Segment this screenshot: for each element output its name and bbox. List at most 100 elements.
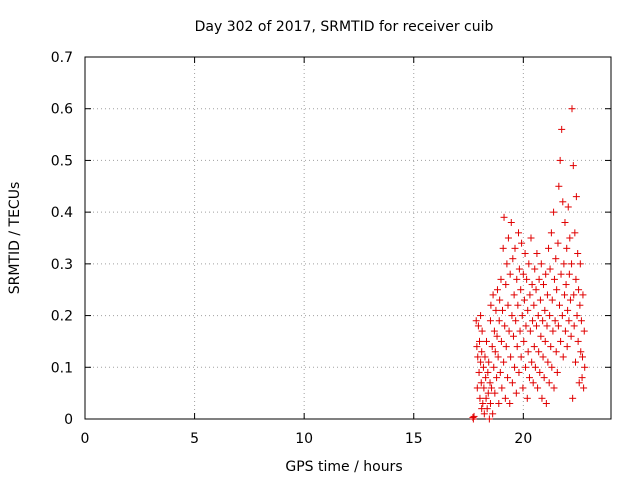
x-tick-label: 10 [295, 431, 313, 447]
data-point [520, 337, 528, 345]
data-point [553, 286, 561, 294]
data-point [472, 317, 480, 325]
data-point [479, 399, 487, 407]
data-point [576, 301, 584, 309]
data-point [572, 275, 580, 283]
data-point [579, 291, 587, 299]
data-point [534, 384, 542, 392]
data-point [497, 337, 505, 345]
data-point [490, 327, 498, 335]
chart-title: Day 302 of 2017, SRMTID for receiver cui… [195, 19, 494, 35]
data-point [528, 358, 536, 366]
data-point [566, 296, 574, 304]
data-point [515, 368, 523, 376]
data-point [484, 368, 492, 376]
data-point [550, 208, 558, 216]
data-point [532, 322, 540, 330]
data-point [507, 218, 515, 226]
data-point [486, 317, 494, 325]
data-point [531, 363, 539, 371]
data-point [546, 265, 554, 273]
data-point [581, 363, 589, 371]
data-point [539, 281, 547, 289]
data-point [515, 265, 523, 273]
data-point [556, 156, 564, 164]
data-point [569, 394, 577, 402]
data-point [509, 255, 517, 263]
data-point [557, 270, 565, 278]
data-point [547, 343, 555, 351]
data-point [511, 363, 519, 371]
data-point [541, 337, 549, 345]
data-point [475, 368, 483, 376]
data-point [515, 229, 523, 237]
data-point [525, 260, 533, 268]
data-point [539, 317, 547, 325]
data-point [492, 306, 500, 314]
data-point [536, 296, 544, 304]
data-point [476, 394, 484, 402]
data-point [508, 379, 516, 387]
data-point [559, 353, 567, 361]
data-point [542, 399, 550, 407]
data-point [500, 358, 508, 366]
data-point [535, 275, 543, 283]
data-point [563, 343, 571, 351]
data-point [503, 260, 511, 268]
data-point [537, 260, 545, 268]
data-point [507, 353, 515, 361]
data-point [489, 410, 497, 418]
data-point [571, 358, 579, 366]
data-point [504, 234, 512, 242]
data-point [493, 374, 501, 382]
data-point [543, 322, 551, 330]
data-point [488, 343, 496, 351]
data-point [522, 322, 530, 330]
data-point [528, 281, 536, 289]
data-point [526, 327, 534, 335]
data-point [548, 296, 556, 304]
data-point [534, 312, 542, 320]
data-point [576, 260, 584, 268]
data-point [513, 275, 521, 283]
plot-frame [84, 56, 612, 420]
data-point [565, 317, 573, 325]
data-point [512, 389, 520, 397]
data-point [575, 379, 583, 387]
data-point [530, 343, 538, 351]
data-point [552, 255, 560, 263]
data-point [557, 337, 565, 345]
data-point [496, 368, 504, 376]
data-point [486, 379, 494, 387]
data-point [519, 384, 527, 392]
data-point [523, 394, 531, 402]
data-point [561, 218, 569, 226]
data-point [548, 363, 556, 371]
data-point [535, 348, 543, 356]
data-point [545, 244, 553, 252]
data-point [494, 353, 502, 361]
data-point [491, 348, 499, 356]
data-point [524, 306, 532, 314]
data-point [549, 327, 557, 335]
data-point [570, 291, 578, 299]
x-tick-label: 20 [514, 431, 532, 447]
data-point [574, 250, 582, 258]
data-point [568, 260, 576, 268]
data-point [577, 317, 585, 325]
data-point [558, 312, 566, 320]
data-point [577, 348, 585, 356]
data-point [496, 296, 504, 304]
data-point [485, 415, 493, 423]
data-point [480, 384, 488, 392]
data-point [554, 322, 562, 330]
data-point [499, 244, 507, 252]
data-point [538, 394, 546, 402]
data-point [525, 374, 533, 382]
data-point [517, 353, 525, 361]
data-point [488, 384, 496, 392]
data-point [483, 405, 491, 413]
data-point [480, 410, 488, 418]
data-point [517, 286, 525, 294]
data-point [509, 332, 517, 340]
